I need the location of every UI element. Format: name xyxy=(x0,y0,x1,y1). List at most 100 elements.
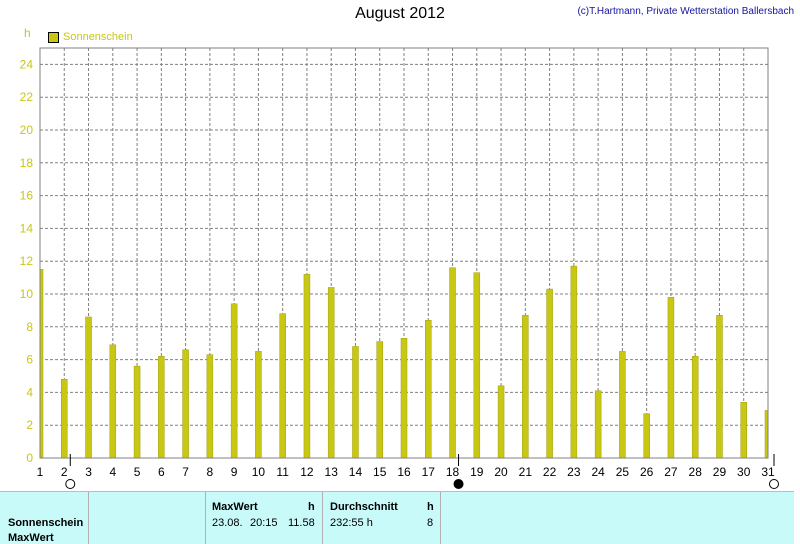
x-tick-label: 15 xyxy=(373,465,387,479)
y-tick-label: 16 xyxy=(20,189,34,203)
row-label-maxwert: MaxWert xyxy=(8,532,54,544)
x-tick-label: 14 xyxy=(349,465,363,479)
x-tick-label: 8 xyxy=(207,465,214,479)
bar xyxy=(691,356,699,459)
x-tick-label: 23 xyxy=(567,465,581,479)
x-tick-label: 9 xyxy=(231,465,238,479)
x-tick-label: 17 xyxy=(422,465,436,479)
x-tick-label: 20 xyxy=(494,465,508,479)
durchschnitt-cell: Durchschnitt h 232:55 h 8 xyxy=(323,492,441,544)
bar xyxy=(643,413,650,459)
bar xyxy=(449,267,456,459)
x-tick-label: 4 xyxy=(109,465,116,479)
y-tick-label: 2 xyxy=(26,418,33,432)
credit-text: (c)T.Hartmann, Private Wetterstation Bal… xyxy=(577,6,794,17)
legend-label: Sonnenschein xyxy=(63,31,133,43)
durchschnitt-header: Durchschnitt xyxy=(330,501,398,513)
summary-table: Sonnenschein MaxWert MaxWert h 23.08. 20… xyxy=(0,491,794,544)
x-tick-label: 6 xyxy=(158,465,165,479)
y-tick-label: 14 xyxy=(20,221,34,235)
x-tick-label: 1 xyxy=(37,465,44,479)
bar xyxy=(376,341,383,459)
full-moon-icon xyxy=(65,479,76,489)
y-tick-label: 10 xyxy=(20,287,34,301)
x-tick-label: 25 xyxy=(616,465,630,479)
x-tick-label: 13 xyxy=(325,465,339,479)
bar xyxy=(158,356,165,459)
bar xyxy=(85,316,92,459)
x-tick-label: 31 xyxy=(761,465,775,479)
y-tick-label: 12 xyxy=(20,254,34,268)
bar xyxy=(61,379,68,459)
durchschnitt-sum: 232:55 h xyxy=(330,517,373,529)
maxwert-date: 23.08. xyxy=(212,517,243,529)
y-tick-label: 20 xyxy=(20,123,34,137)
bar xyxy=(570,265,578,459)
x-tick-label: 5 xyxy=(134,465,141,479)
bar xyxy=(667,297,675,459)
row-label-sonnenschein: Sonnenschein xyxy=(8,517,84,529)
bar xyxy=(400,338,408,459)
bar xyxy=(619,351,626,459)
bar xyxy=(352,346,359,459)
maxwert-value: 11.58 xyxy=(288,517,315,529)
y-tick-label: 22 xyxy=(20,90,34,104)
bar xyxy=(425,319,432,459)
full-moon-icon xyxy=(769,479,779,489)
bar xyxy=(473,272,481,459)
bar xyxy=(522,315,529,459)
bar xyxy=(206,354,214,459)
x-tick-label: 26 xyxy=(640,465,654,479)
x-tick-label: 30 xyxy=(737,465,751,479)
x-tick-label: 2 xyxy=(61,465,68,479)
bar xyxy=(279,313,286,459)
x-tick-label: 7 xyxy=(182,465,189,479)
x-tick-label: 29 xyxy=(713,465,727,479)
y-tick-label: 24 xyxy=(20,57,34,71)
x-tick-label: 24 xyxy=(591,465,605,479)
x-tick-label: 27 xyxy=(664,465,678,479)
bar xyxy=(327,287,335,459)
maxwert-time: 20:15 xyxy=(250,517,278,529)
durchschnitt-value: 8 xyxy=(427,517,434,529)
new-moon-icon xyxy=(453,479,464,489)
y-axis-unit: h xyxy=(24,26,31,40)
x-tick-label: 18 xyxy=(446,465,460,479)
y-tick-label: 18 xyxy=(20,156,34,170)
legend-swatch xyxy=(48,31,59,43)
bar xyxy=(255,351,262,459)
x-tick-label: 21 xyxy=(519,465,533,479)
bar xyxy=(109,344,117,459)
x-tick-label: 3 xyxy=(85,465,92,479)
x-tick-label: 16 xyxy=(397,465,411,479)
bar xyxy=(497,385,505,459)
y-tick-label: 6 xyxy=(26,353,33,367)
y-tick-label: 8 xyxy=(26,320,33,334)
plot-frame xyxy=(39,47,769,459)
x-tick-label: 11 xyxy=(276,465,289,479)
y-tick-label: 0 xyxy=(26,451,33,465)
bar xyxy=(716,315,723,459)
x-tick-label: 10 xyxy=(252,465,266,479)
maxwert-unit: h xyxy=(308,501,315,513)
bar xyxy=(182,349,189,459)
x-tick-label: 19 xyxy=(470,465,484,479)
maxwert-header: MaxWert xyxy=(212,501,258,513)
bar xyxy=(740,401,747,459)
x-tick-label: 22 xyxy=(543,465,557,479)
maxwert-cell: MaxWert h 23.08. 20:15 11.58 xyxy=(206,492,323,544)
row-labels-cell: Sonnenschein MaxWert xyxy=(0,492,89,544)
x-tick-label: 12 xyxy=(300,465,314,479)
durchschnitt-unit: h xyxy=(427,501,434,513)
empty-cell xyxy=(89,492,206,544)
bar xyxy=(133,365,141,459)
moon-phases xyxy=(65,454,779,489)
bar xyxy=(303,274,311,459)
x-tick-label: 28 xyxy=(689,465,703,479)
chart-title: August 2012 xyxy=(355,5,445,22)
bar xyxy=(594,390,602,459)
y-tick-label: 4 xyxy=(26,385,33,399)
bar xyxy=(230,303,238,459)
